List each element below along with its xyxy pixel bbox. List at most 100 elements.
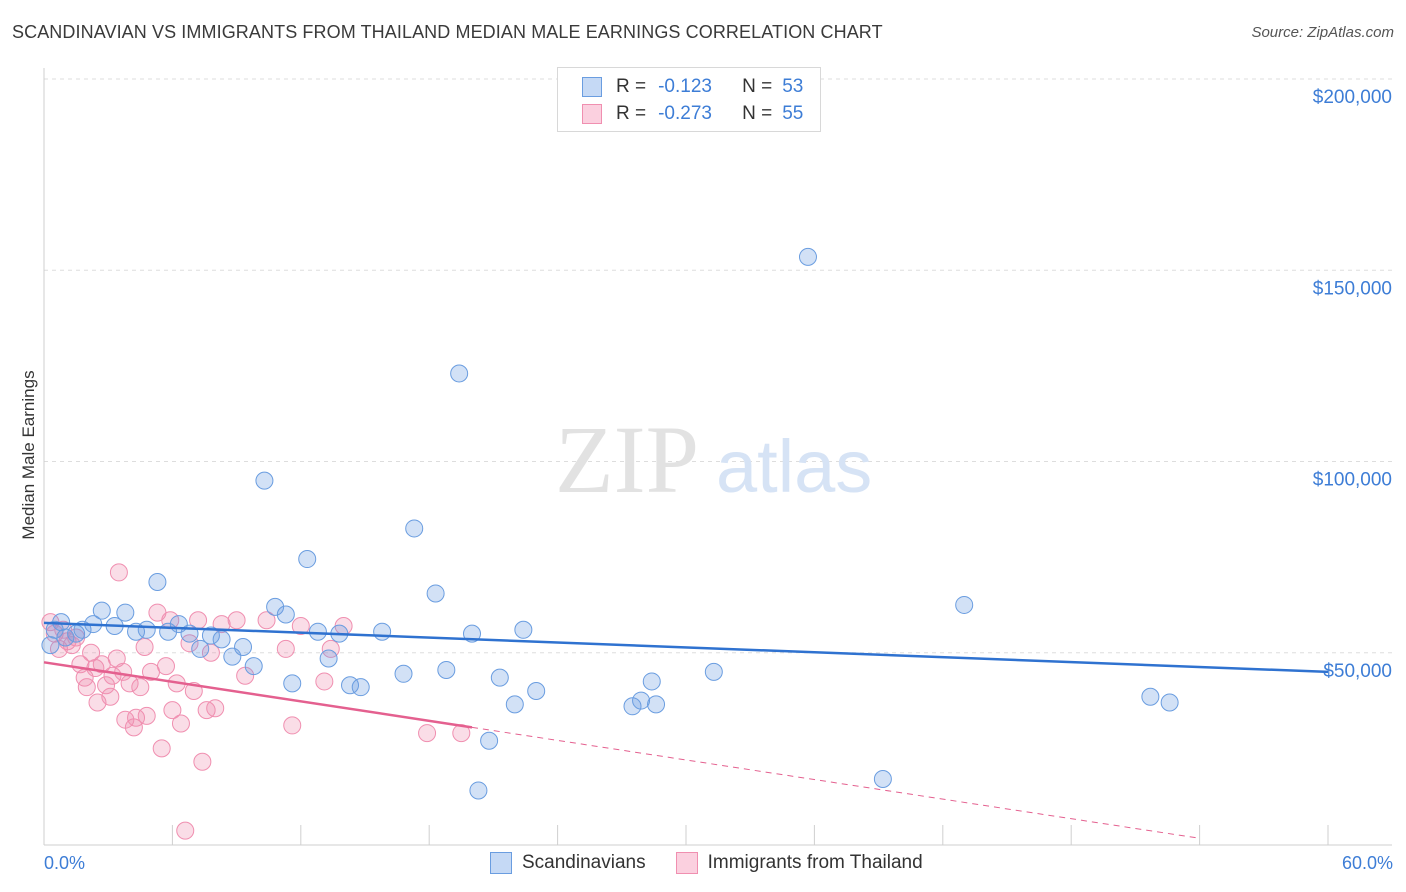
series-swatch-blue [490, 852, 512, 874]
scandinavian-point [527, 682, 546, 700]
thailand-point [137, 706, 156, 725]
y-tick-labels: $50,000 $100,000 $150,000 $200,000 [1313, 87, 1392, 682]
thailand-point [131, 678, 150, 697]
axes [43, 68, 1392, 846]
legend-n-label: N = [742, 103, 773, 124]
scandinavian-point [514, 620, 533, 639]
legend-r-value: -0.273 [658, 103, 712, 124]
scandinavian-point [647, 695, 666, 714]
series-label-scandinavians: Scandinavians [522, 852, 646, 873]
thailand-point [315, 672, 334, 691]
series-legend-thailand: Immigrants from Thailand [675, 852, 923, 874]
scandinavian-point [450, 364, 469, 383]
y-tick-label: $150,000 [1313, 278, 1392, 299]
y-tick-label: $100,000 [1313, 470, 1392, 491]
series-legend-scandinavians: Scandinavians [490, 852, 646, 874]
thailand-points [41, 563, 471, 840]
thailand-point [101, 687, 120, 706]
watermark-atlas: atlas [716, 425, 872, 508]
series-swatch-pink [675, 852, 698, 874]
scandinavian-point [426, 584, 445, 603]
watermark-zip: ZIP [555, 406, 699, 513]
thailand-point [163, 701, 182, 720]
thailand-point [67, 628, 86, 647]
thailand-point [180, 634, 199, 653]
scandinavian-point [56, 628, 75, 647]
scandinavian-point [480, 731, 499, 750]
scandinavian-point [298, 550, 317, 569]
thailand-point [276, 639, 295, 658]
scandinavian-point [1160, 693, 1179, 712]
thailand-point [206, 699, 225, 718]
y-axis-label: Median Male Earnings [19, 370, 38, 539]
thailand-point [227, 611, 246, 630]
scandinavian-points [41, 247, 1179, 800]
legend-row-scandinavians: R = -0.123 N = 53 [582, 75, 803, 99]
thailand-point [171, 714, 190, 733]
thailand-point [97, 676, 116, 695]
scandinavian-point [405, 519, 424, 538]
source-label: Source: ZipAtlas.com [1251, 24, 1394, 41]
thailand-trend-line [43, 661, 473, 729]
scandinavian-point [137, 620, 156, 639]
scandinavian-point [234, 638, 253, 657]
thailand-point [152, 739, 171, 758]
thailand-point [77, 678, 96, 697]
scandinavian-point [704, 662, 723, 681]
scandinavian-point [244, 657, 263, 676]
thailand-point [156, 657, 175, 676]
legend-swatch-pink [582, 104, 602, 124]
scandinavian-point [437, 660, 456, 679]
scandinavian-point [642, 672, 661, 691]
scandinavian-point [308, 622, 327, 641]
scandinavian-point [873, 769, 892, 788]
scandinavian-point [1141, 687, 1160, 706]
scandinavian-point [955, 595, 974, 614]
scandinavian-point [266, 597, 285, 616]
thailand-point [283, 716, 302, 735]
x-tick-label: 0.0% [44, 853, 85, 873]
scandinavian-point [798, 247, 817, 266]
y-tick-label: $50,000 [1323, 661, 1392, 682]
scandinavian-point [116, 603, 135, 622]
legend-r-label: R = [616, 103, 647, 124]
scandinavian-point [394, 664, 413, 683]
scandinavian-point [505, 695, 524, 714]
scandinavian-point [201, 626, 220, 645]
thailand-point [176, 821, 195, 840]
scandinavian-point [45, 620, 64, 639]
thailand-point [135, 638, 154, 657]
gridlines [44, 78, 1392, 654]
x-tick-label: 60.0% [1342, 853, 1393, 873]
scandinavian-point [148, 572, 167, 591]
thailand-trend-extension [471, 726, 1200, 839]
scandinavian-point [351, 678, 370, 697]
legend-n-value: 55 [782, 103, 804, 124]
scandinavian-point [212, 630, 231, 649]
scandinavian-point [255, 471, 274, 490]
legend-swatch-blue [582, 77, 602, 97]
x-tick-labels: 0.0% 60.0% [44, 853, 1393, 873]
watermark: ZIP atlas [555, 406, 872, 513]
series-legend: Scandinavians Immigrants from Thailand [490, 852, 953, 874]
thailand-point [193, 752, 212, 771]
scandinavian-point [92, 601, 111, 620]
scandinavian-point [373, 622, 392, 641]
thailand-point [257, 611, 276, 630]
scandinavian-point [283, 674, 302, 693]
chart-title: SCANDINAVIAN VS IMMIGRANTS FROM THAILAND… [12, 22, 883, 42]
y-tick-label: $200,000 [1313, 87, 1392, 108]
scandinavian-point [632, 691, 651, 710]
legend-row-thailand: R = -0.273 N = 55 [582, 102, 803, 126]
scandinavian-point [469, 781, 488, 800]
correlation-legend: R = -0.123 N = 53 R = -0.273 N = 55 [557, 67, 821, 132]
legend-n-label: N = [742, 76, 773, 97]
scandinavian-point [276, 605, 295, 624]
thailand-point [291, 616, 310, 635]
legend-n-value: 53 [782, 76, 804, 97]
thailand-point [418, 724, 437, 743]
series-label-thailand: Immigrants from Thailand [707, 852, 923, 873]
scandinavian-point [490, 668, 509, 687]
scandinavian-point [191, 639, 210, 658]
